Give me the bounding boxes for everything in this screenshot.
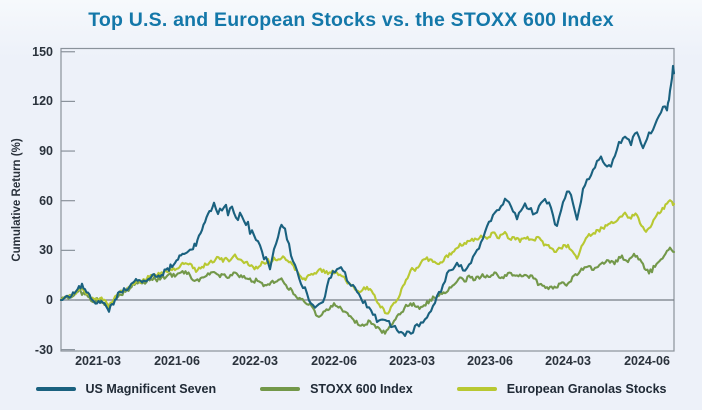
y-tick-label: 150 <box>32 44 53 59</box>
x-tick-label: 2021-06 <box>154 354 200 368</box>
y-tick-label: 60 <box>39 193 53 208</box>
y-tick-label: 0 <box>46 293 53 307</box>
legend-line-swatch <box>456 387 497 391</box>
series-line-european-granolas-stocks <box>59 199 676 315</box>
legend: US Magnificent Seven STOXX 600 Index Europ… <box>0 382 702 396</box>
x-tick-label: 2022-03 <box>232 354 278 368</box>
legend-label: European Granolas Stocks <box>506 382 667 396</box>
chart-title: Top U.S. and European Stocks vs. the STO… <box>88 9 614 31</box>
plot-frame <box>60 47 675 352</box>
legend-line-swatch <box>260 387 301 391</box>
x-tick-label: 2021-03 <box>75 354 121 368</box>
series-line-us-magnificent-seven <box>59 64 676 337</box>
legend-label: STOXX 600 Index <box>310 382 413 396</box>
x-tick-label: 2023-06 <box>467 354 513 368</box>
legend-item-stoxx-600-index: STOXX 600 Index <box>260 382 413 396</box>
legend-label: US Magnificent Seven <box>85 382 217 396</box>
x-tick-label: 2024-06 <box>624 354 670 368</box>
legend-item-european-granolas-stocks: European Granolas Stocks <box>456 382 667 396</box>
x-tick-label: 2023-03 <box>389 354 435 368</box>
y-tick-label: 120 <box>32 94 53 109</box>
x-tick-label: 2022-06 <box>311 354 357 368</box>
legend-item-us-magnificent-seven: US Magnificent Seven <box>35 382 217 396</box>
y-tick-label: 90 <box>39 144 53 159</box>
y-tick-label: -30 <box>34 342 53 357</box>
y-tick-label: 30 <box>39 243 53 258</box>
x-tick-label: 2024-03 <box>545 354 591 368</box>
legend-line-swatch <box>35 387 76 391</box>
series-line-stoxx-600-index <box>59 246 676 335</box>
